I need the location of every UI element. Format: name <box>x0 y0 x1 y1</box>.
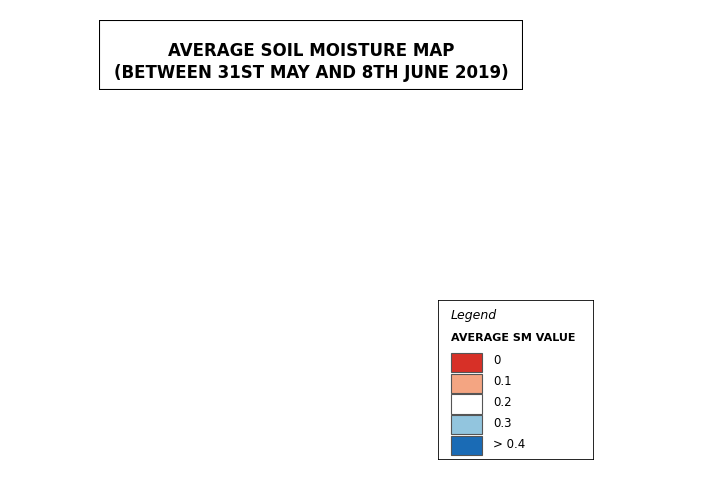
Text: AVERAGE SOIL MOISTURE MAP: AVERAGE SOIL MOISTURE MAP <box>168 42 455 60</box>
Bar <box>451 436 482 455</box>
Bar <box>451 353 482 372</box>
Bar <box>451 415 482 434</box>
Bar <box>451 374 482 393</box>
Text: 0.1: 0.1 <box>493 375 511 388</box>
Text: Legend: Legend <box>451 310 497 322</box>
Text: AVERAGE SM VALUE: AVERAGE SM VALUE <box>451 334 575 344</box>
FancyBboxPatch shape <box>438 300 594 460</box>
FancyBboxPatch shape <box>99 20 523 90</box>
Text: (BETWEEN 31ST MAY AND 8TH JUNE 2019): (BETWEEN 31ST MAY AND 8TH JUNE 2019) <box>114 64 508 82</box>
Text: 0.3: 0.3 <box>493 416 511 430</box>
Text: 0.2: 0.2 <box>493 396 511 409</box>
Text: > 0.4: > 0.4 <box>493 438 525 450</box>
Bar <box>451 394 482 413</box>
Text: 0: 0 <box>493 354 500 368</box>
